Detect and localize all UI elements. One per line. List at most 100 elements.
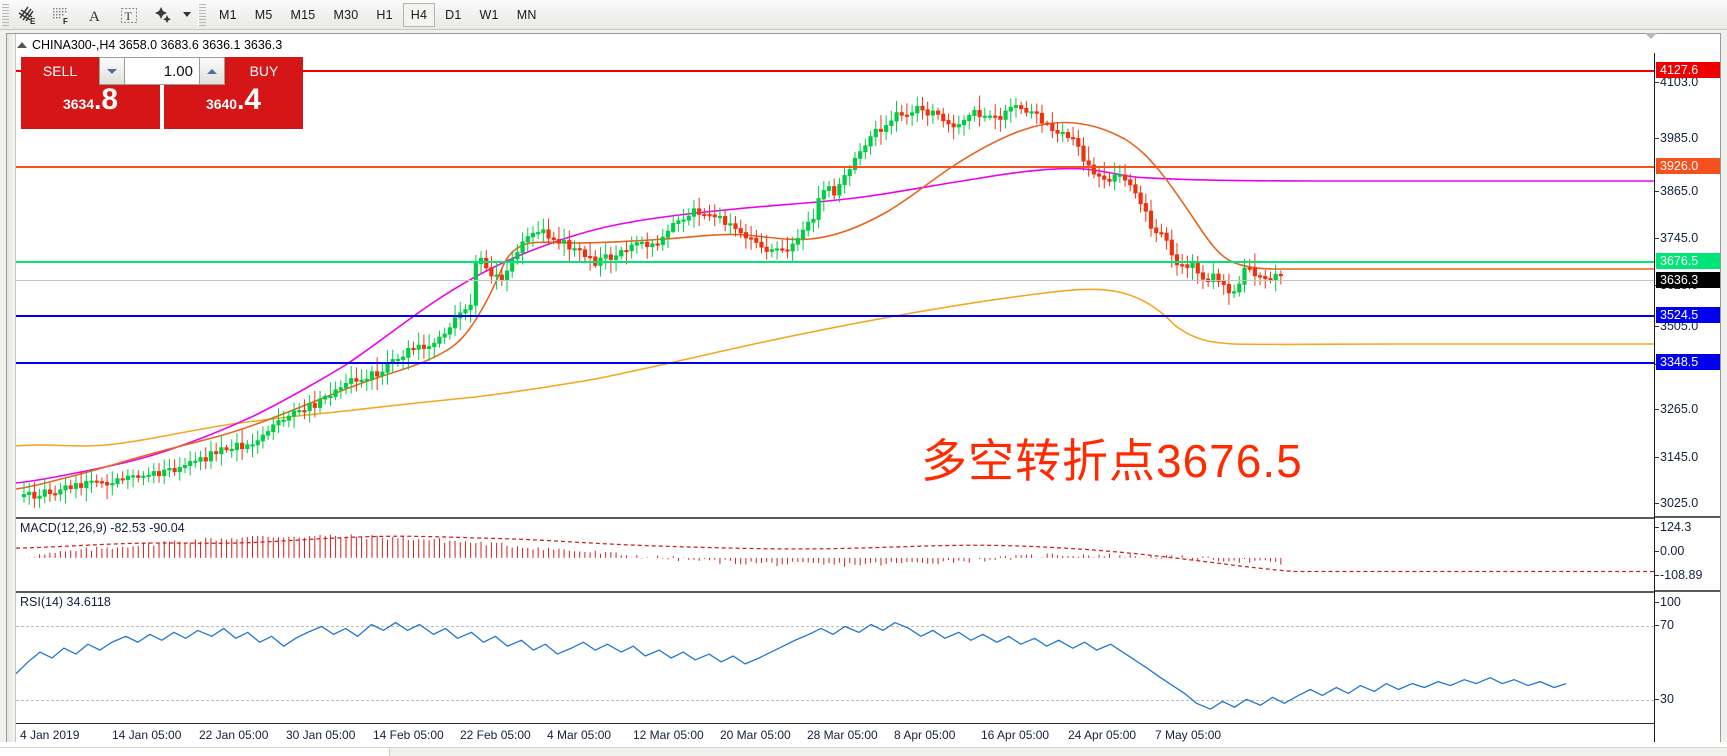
horizontal-scrollbar[interactable] xyxy=(0,742,1727,747)
status-bar-progress xyxy=(0,748,390,756)
indicator-list-icon[interactable]: F xyxy=(44,2,78,28)
buy-button[interactable]: BUY xyxy=(225,57,303,85)
time-label-6: 4 Mar 05:00 xyxy=(547,728,612,742)
text-object-icon[interactable]: T xyxy=(112,2,146,28)
bid-price-decimal: 8 xyxy=(101,83,119,116)
ma-fast-line xyxy=(16,121,1654,490)
chart-scroll-marker-icon[interactable] xyxy=(1645,33,1657,39)
level-badge-4127-6[interactable]: 4127.6 xyxy=(1656,62,1720,78)
rsi-line xyxy=(16,621,1567,710)
time-label-4: 14 Feb 05:00 xyxy=(373,728,444,742)
level-badge-3524-5[interactable]: 3524.5 xyxy=(1656,307,1720,323)
caret-up-icon xyxy=(207,68,217,74)
time-label-0: 4 Jan 2019 xyxy=(20,728,80,742)
svg-text:T: T xyxy=(125,9,133,23)
status-bar xyxy=(0,747,1727,756)
time-label-10: 8 Apr 05:00 xyxy=(894,728,956,742)
chart-symbol-ohlc: CHINA300-,H4 3658.0 3683.6 3636.1 3636.3 xyxy=(32,37,283,52)
ask-price-whole: 3640 xyxy=(205,96,238,112)
collapse-triangle-icon[interactable] xyxy=(17,41,27,48)
time-label-13: 7 May 05:00 xyxy=(1155,728,1222,742)
timeframe-w1[interactable]: W1 xyxy=(479,7,499,22)
ma-slow-line xyxy=(16,288,1654,447)
level-line-3524-5 xyxy=(16,315,1654,317)
chart-window: CHINA300-,H4 3658.0 3683.6 3636.1 3636.3 xyxy=(6,33,1721,743)
toolbar-separator xyxy=(198,3,206,26)
chart-plot-area[interactable]: 多空转折点3676.5 MACD(12,26,9) -82.53 -90.04 … xyxy=(16,53,1654,742)
time-label-5: 22 Feb 05:00 xyxy=(460,728,531,742)
main-toolbar: E F A T xyxy=(0,0,1727,30)
timeframe-d1[interactable]: D1 xyxy=(445,7,462,22)
level-line-3926-0 xyxy=(16,166,1654,168)
one-click-trading-top-row: SELL 1.00 BUY xyxy=(21,57,303,85)
level-badge-3348-5[interactable]: 3348.5 xyxy=(1656,354,1720,370)
volume-input[interactable]: 1.00 xyxy=(125,57,199,85)
time-label-12: 24 Apr 05:00 xyxy=(1068,728,1137,742)
bid-price-whole: 3634 xyxy=(62,96,95,112)
macd-label: MACD(12,26,9) -82.53 -90.04 xyxy=(20,521,185,535)
macd-tick-zero: 0.00 xyxy=(1654,544,1685,558)
time-label-7: 12 Mar 05:00 xyxy=(633,728,704,742)
time-label-2: 22 Jan 05:00 xyxy=(199,728,269,742)
price-tick-3265: 3265.0 xyxy=(1654,402,1699,416)
rsi-level-70-line xyxy=(16,626,1654,627)
objects-icon[interactable] xyxy=(146,2,180,28)
rsi-tick-70: 70 xyxy=(1655,618,1674,632)
sell-button[interactable]: SELL xyxy=(21,57,99,85)
timeframe-m15[interactable]: M15 xyxy=(290,7,316,22)
rsi-tick-30: 30 xyxy=(1655,692,1674,706)
last-price-line-3636-3 xyxy=(16,280,1654,281)
bid-price-button[interactable]: 3634 . 8 xyxy=(21,85,160,129)
timeframe-m5[interactable]: M5 xyxy=(254,7,273,22)
timeframe-h1[interactable]: H1 xyxy=(376,7,393,22)
level-line-3348-5 xyxy=(16,362,1654,364)
chevron-down-icon[interactable] xyxy=(180,2,194,28)
time-label-8: 20 Mar 05:00 xyxy=(720,728,791,742)
time-label-9: 28 Mar 05:00 xyxy=(807,728,878,742)
rsi-tick-100: 100 xyxy=(1655,595,1681,609)
level-badge-3926-0[interactable]: 3926.0 xyxy=(1656,158,1720,174)
caret-down-icon xyxy=(107,68,117,74)
time-scale[interactable]: 4 Jan 2019 14 Jan 05:00 22 Jan 05:00 30 … xyxy=(16,723,1654,742)
candlestick-series-svg xyxy=(21,95,1283,508)
text-label-icon[interactable]: A xyxy=(78,2,112,28)
timeframe-m30[interactable]: M30 xyxy=(333,7,359,22)
timeframe-mn[interactable]: MN xyxy=(516,7,537,22)
time-label-3: 30 Jan 05:00 xyxy=(286,728,356,742)
svg-text:F: F xyxy=(63,17,68,26)
macd-scale-divider xyxy=(1655,516,1720,518)
rsi-scale-divider xyxy=(1655,590,1720,592)
timeframe-m1[interactable]: M1 xyxy=(219,7,237,22)
price-tick-3745: 3745.0 xyxy=(1654,231,1699,245)
ask-price-dot: . xyxy=(237,85,245,115)
ask-price-button[interactable]: 3640 . 4 xyxy=(164,85,303,129)
macd-tick-max: 124.3 xyxy=(1654,520,1692,534)
time-label-11: 16 Apr 05:00 xyxy=(981,728,1050,742)
price-tick-3145: 3145.0 xyxy=(1654,450,1699,464)
rsi-pane: RSI(14) 34.6118 xyxy=(16,591,1654,721)
time-label-1: 14 Jan 05:00 xyxy=(112,728,182,742)
chart-left-gutter[interactable] xyxy=(7,34,16,742)
timeframe-h4[interactable]: H4 xyxy=(402,2,436,27)
macd-pane: MACD(12,26,9) -82.53 -90.04 xyxy=(16,517,1654,589)
price-pane: 多空转折点3676.5 xyxy=(16,53,1654,515)
level-badge-3676-5[interactable]: 3676.5 xyxy=(1656,253,1720,269)
expert-advisor-icon[interactable]: E xyxy=(10,2,44,28)
price-tick-3865: 3865.0 xyxy=(1654,184,1699,198)
volume-decrease-button[interactable] xyxy=(99,57,125,85)
macd-signal-line xyxy=(16,535,1654,573)
price-tick-3025: 3025.0 xyxy=(1654,496,1699,510)
price-scale[interactable]: 4103.0 3985.0 3865.0 3745.0 3625.0 3505.… xyxy=(1654,53,1720,742)
volume-increase-button[interactable] xyxy=(199,57,225,85)
level-line-3676-5 xyxy=(16,261,1654,263)
one-click-trading-panel: SELL 1.00 BUY 3634 . 8 3640 . 4 xyxy=(21,57,303,129)
price-tick-4103: 4103.0 xyxy=(1654,75,1699,89)
svg-text:A: A xyxy=(89,9,100,25)
bid-price-dot: . xyxy=(94,85,102,115)
rsi-series-svg xyxy=(16,621,1567,710)
rsi-level-30-line xyxy=(16,700,1654,701)
one-click-trading-prices: 3634 . 8 3640 . 4 xyxy=(21,85,303,129)
last-price-badge-3636-3[interactable]: 3636.3 xyxy=(1656,272,1720,288)
toolbar-drag-handle[interactable] xyxy=(1,3,9,26)
